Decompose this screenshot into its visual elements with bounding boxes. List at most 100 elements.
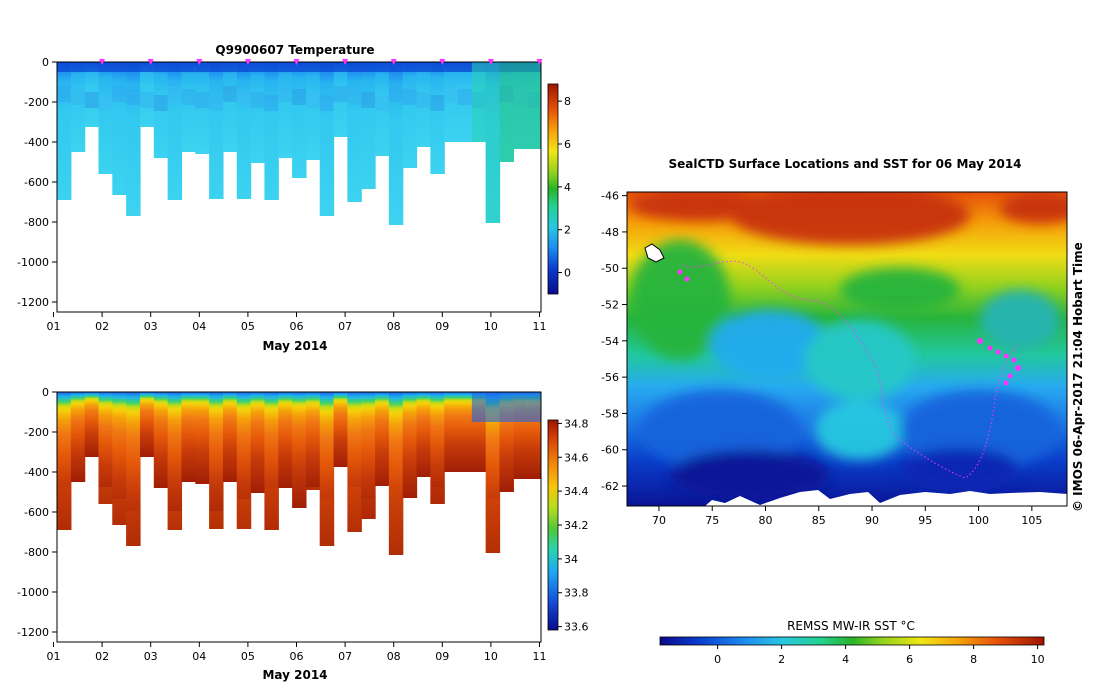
map-title: SealCTD Surface Locations and SST for 06… <box>668 157 1021 171</box>
temperature-warm-profile <box>485 62 501 223</box>
temperature-thermocline-band <box>444 86 459 102</box>
temperature-title: Q9900607 Temperature <box>215 43 374 57</box>
sst-colorbar-tick-label: 10 <box>1031 653 1045 666</box>
y-tick-label: -1000 <box>17 256 49 269</box>
temperature-surface-layer <box>70 62 86 72</box>
salinity-fresh-surface <box>527 392 541 422</box>
colorbar-tick-label: 34.2 <box>564 519 589 532</box>
x-tick-label: 08 <box>387 320 401 333</box>
temperature-surface-layer <box>402 62 418 72</box>
x-tick-label: 03 <box>144 650 158 663</box>
sst-field <box>627 192 1067 506</box>
temperature-surface-layer <box>292 62 307 72</box>
sst-colorbar: REMSS MW-IR SST °C 0 2 4 6 8 10 <box>659 619 1045 666</box>
salinity-profiles <box>57 392 541 555</box>
salinity-profile-column <box>112 392 127 525</box>
seal-track <box>682 260 1019 479</box>
temperature-colorbar: 0 2 4 6 8 <box>547 83 571 295</box>
temperature-profile-column <box>181 62 196 152</box>
temperature-thermocline-band <box>319 95 335 111</box>
map-lat-axis: -46 -48 -50 -52 -54 -56 -58 -60 -62 <box>601 190 627 493</box>
temperature-thermocline-band <box>416 92 431 108</box>
temperature-surface-layer <box>222 62 238 72</box>
salinity-profile-column <box>444 392 459 472</box>
salinity-profile-column <box>139 392 155 457</box>
island-marker <box>644 243 665 263</box>
temperature-surface-layer <box>126 62 141 72</box>
x-tick-label: 06 <box>290 650 304 663</box>
salinity-profile-column <box>278 392 293 488</box>
temperature-thermocline-band <box>250 92 266 108</box>
temperature-surface-layer <box>278 62 293 72</box>
x-tick-label: 02 <box>95 650 109 663</box>
lat-tick-label: -60 <box>601 444 619 457</box>
salinity-plot-frame <box>56 391 542 643</box>
temperature-surface-layer <box>305 62 321 72</box>
salinity-colorbar-ramp <box>547 419 559 631</box>
salinity-profile-column <box>402 392 418 498</box>
x-tick-label: 05 <box>241 650 255 663</box>
temperature-thermocline-band <box>112 86 127 102</box>
salinity-profile-column <box>57 392 72 530</box>
salinity-profile-column <box>222 392 238 482</box>
surface-locations <box>677 269 1021 386</box>
temperature-surface-layer <box>319 62 335 72</box>
lat-tick-label: -50 <box>601 262 619 275</box>
temperature-surface-layer <box>361 62 376 72</box>
temperature-thermocline-band <box>305 92 321 108</box>
salinity-profile-column <box>84 392 100 457</box>
lon-tick-label: 95 <box>918 514 932 527</box>
y-tick-label: -800 <box>24 216 49 229</box>
temperature-surface-layer <box>430 62 445 72</box>
sst-map-panel: SealCTD Surface Locations and SST for 06… <box>601 157 1085 666</box>
x-tick-label: 07 <box>338 650 352 663</box>
temperature-thermocline-band <box>126 89 141 105</box>
temperature-profiles <box>57 62 541 225</box>
temperature-surface-layer <box>153 62 169 72</box>
lon-tick-label: 90 <box>865 514 879 527</box>
salinity-deep-shade <box>167 511 183 530</box>
temperature-profile-column <box>112 62 127 195</box>
sst-colorbar-tick-label: 8 <box>970 653 977 666</box>
x-tick-label: 04 <box>192 320 206 333</box>
salinity-profile-column <box>236 392 252 529</box>
x-tick-label: 11 <box>533 320 547 333</box>
temperature-surface-layer <box>347 62 362 72</box>
temperature-surface-layer <box>388 62 404 72</box>
surface-marker <box>487 59 494 65</box>
salinity-deep-shade <box>319 499 335 546</box>
temperature-warm-profile <box>527 62 541 149</box>
y-tick-label: 0 <box>42 386 49 399</box>
surface-marker <box>244 59 251 65</box>
colorbar-tick-label: 0 <box>564 267 571 280</box>
salinity-y-axis: 0 -200 -400 -600 -800 -1000 -1200 <box>17 386 57 639</box>
lat-tick-label: -62 <box>601 480 619 493</box>
salinity-fresh-surface <box>499 392 514 422</box>
temperature-profile-column <box>70 62 86 152</box>
sst-colorbar-tick-label: 6 <box>906 653 913 666</box>
temperature-surface-layer <box>264 62 279 72</box>
y-tick-label: -400 <box>24 466 49 479</box>
temperature-profile-column <box>402 62 418 168</box>
salinity-profile-column <box>126 392 141 546</box>
temperature-plot-frame <box>56 61 542 313</box>
salinity-profile-column <box>361 392 376 519</box>
temperature-profile-column <box>305 62 321 160</box>
colorbar-tick-label: 34.4 <box>564 485 589 498</box>
surface-marker <box>536 59 543 65</box>
lon-tick-label: 85 <box>812 514 826 527</box>
salinity-deep-shade <box>209 511 224 529</box>
map-lon-axis: 70 75 80 85 90 95 100 105 <box>652 506 1042 527</box>
x-tick-label: 09 <box>435 320 449 333</box>
y-tick-label: -200 <box>24 426 49 439</box>
y-tick-label: -400 <box>24 136 49 149</box>
temperature-profile-column <box>236 62 252 199</box>
x-tick-label: 01 <box>47 650 61 663</box>
salinity-deep-shade <box>388 487 404 555</box>
x-tick-label: 10 <box>484 320 498 333</box>
temperature-profile-column <box>250 62 266 163</box>
lon-tick-label: 70 <box>652 514 666 527</box>
colorbar-tick-label: 6 <box>564 138 571 151</box>
temperature-warm-profile <box>499 62 514 162</box>
salinity-profile-column <box>264 392 279 530</box>
